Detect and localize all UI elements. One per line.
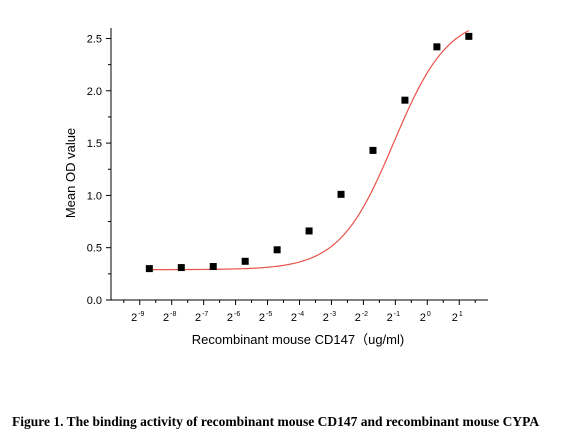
x-tick-label: 21 — [452, 311, 463, 324]
data-point — [273, 246, 281, 254]
y-tick-label: 2.0 — [87, 86, 102, 98]
data-point — [305, 227, 313, 235]
x-tick-label: 2-7 — [195, 311, 208, 324]
x-axis-label: Recombinant mouse CD147（ug/ml) — [192, 332, 404, 347]
chart: 0.0 0.5 1.0 1.5 2.0 2.5 2-9 2-8 2-7 2-6 2-5 2-4 2-3 2… — [63, 28, 488, 347]
data-point — [337, 190, 345, 198]
y-axis-label: Mean OD value — [63, 128, 78, 218]
data-points — [145, 32, 473, 273]
x-tick-label: 2-4 — [291, 311, 304, 324]
y-tick-label: 0.5 — [87, 243, 102, 255]
y-tick-label: 1.0 — [87, 190, 102, 202]
data-point — [241, 257, 249, 265]
x-tick-label: 2-1 — [387, 311, 400, 324]
x-tick-label: 2-2 — [355, 311, 368, 324]
x-tick-label: 2-9 — [131, 311, 144, 324]
data-point — [369, 146, 377, 154]
fit-curve — [149, 29, 470, 271]
y-tick-label: 1.5 — [87, 138, 102, 150]
x-tick-label: 20 — [420, 311, 431, 324]
x-tick-label: 2-6 — [227, 311, 240, 324]
axes — [110, 28, 488, 301]
y-tick-label: 2.5 — [87, 33, 102, 45]
fit-curve-group — [149, 29, 470, 271]
data-point — [177, 264, 185, 272]
data-point — [465, 32, 473, 40]
y-tick-label: 0.0 — [87, 295, 102, 307]
tick-marks: 0.0 0.5 1.0 1.5 2.0 2.5 2-9 2-8 2-7 2-6 2-5 2-4 2-3 2… — [87, 33, 476, 324]
x-tick-label: 2-3 — [323, 311, 336, 324]
data-point — [433, 43, 441, 51]
x-tick-label: 2-8 — [163, 311, 176, 324]
data-point — [209, 263, 217, 271]
data-point — [145, 265, 153, 273]
data-point — [401, 96, 409, 104]
x-tick-label: 2-5 — [259, 311, 272, 324]
figure-caption: Figure 1. The binding activity of recomb… — [12, 414, 540, 429]
